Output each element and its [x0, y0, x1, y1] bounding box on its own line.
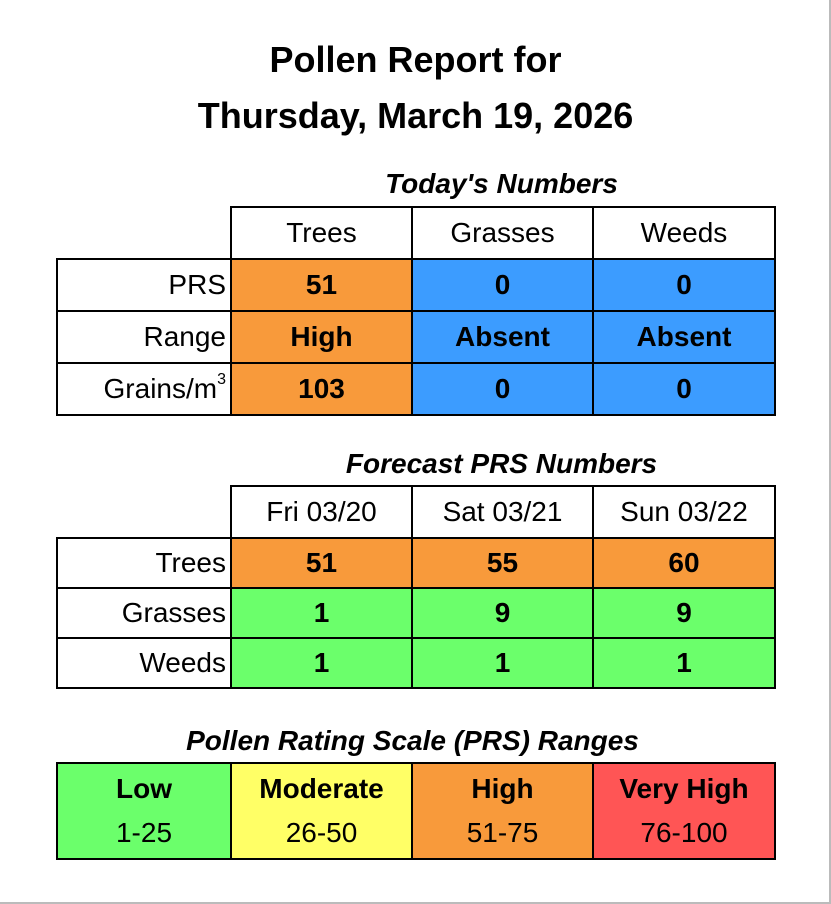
scale-label: Very High — [619, 773, 749, 804]
grains-label-superscript: 3 — [217, 371, 226, 388]
todays-numbers-title: Today's Numbers — [385, 168, 618, 199]
forecast-trees-day1: 51 — [230, 537, 413, 589]
forecast-trees-day3: 60 — [592, 537, 776, 589]
corner-cell — [57, 207, 231, 259]
col-header-day2: Sat 03/21 — [411, 485, 594, 539]
forecast-weeds-day2: 1 — [411, 637, 594, 689]
corner-cell — [57, 486, 231, 538]
forecast-title: Forecast PRS Numbers — [345, 448, 658, 479]
report-title-line2: Thursday, March 19, 2026 — [197, 95, 634, 136]
scale-level-moderate: Moderate 26-50 — [230, 762, 413, 860]
row-label-trees: Trees — [56, 537, 232, 589]
col-header-trees: Trees — [230, 206, 413, 260]
col-header-grasses: Grasses — [411, 206, 594, 260]
range-trees-value: High — [230, 310, 413, 364]
prs-scale-table: Low 1-25 Moderate 26-50 High 51-75 Very Hig… — [56, 762, 776, 860]
scale-label: Moderate — [259, 773, 384, 804]
scale-range: 1-25 — [115, 817, 173, 848]
row-label-grains: Grains/m3 — [56, 362, 232, 416]
scale-title: Pollen Rating Scale (PRS) Ranges — [186, 725, 639, 756]
forecast-trees-day2: 55 — [411, 537, 594, 589]
range-grasses-value: Absent — [411, 310, 594, 364]
grains-label-text: Grains/m — [103, 373, 218, 404]
scale-level-low: Low 1-25 — [56, 762, 232, 860]
row-label-range: Range — [56, 310, 232, 364]
forecast-table: Fri 03/20 Sat 03/21 Sun 03/22 Trees 51 5… — [56, 485, 776, 689]
scale-range: 26-50 — [285, 817, 358, 848]
report-title-line1: Pollen Report for — [269, 39, 562, 80]
table-row: Grains/m3 103 0 0 — [56, 362, 776, 416]
row-label-grasses: Grasses — [56, 587, 232, 639]
scale-level-very-high: Very High 76-100 — [592, 762, 776, 860]
col-header-day1: Fri 03/20 — [230, 485, 413, 539]
row-label-prs: PRS — [56, 258, 232, 312]
scale-range: 76-100 — [640, 817, 728, 848]
prs-trees-value: 51 — [230, 258, 413, 312]
scale-range: 51-75 — [466, 817, 539, 848]
table-row: Range High Absent Absent — [56, 310, 776, 364]
prs-weeds-value: 0 — [592, 258, 776, 312]
scale-label: High — [471, 773, 534, 804]
todays-numbers-table: Trees Grasses Weeds PRS 51 0 0 Range Hig… — [56, 206, 776, 416]
col-header-day3: Sun 03/22 — [592, 485, 776, 539]
scale-label: Low — [116, 773, 172, 804]
scale-level-high: High 51-75 — [411, 762, 594, 860]
table-row: PRS 51 0 0 — [56, 258, 776, 312]
grains-trees-value: 103 — [230, 362, 413, 416]
grains-grasses-value: 0 — [411, 362, 594, 416]
forecast-weeds-day3: 1 — [592, 637, 776, 689]
row-label-weeds: Weeds — [56, 637, 232, 689]
col-header-weeds: Weeds — [592, 206, 776, 260]
forecast-grasses-day1: 1 — [230, 587, 413, 639]
grains-weeds-value: 0 — [592, 362, 776, 416]
table-row: Grasses 1 9 9 — [56, 587, 776, 639]
prs-grasses-value: 0 — [411, 258, 594, 312]
forecast-weeds-day1: 1 — [230, 637, 413, 689]
table-row: Trees 51 55 60 — [56, 537, 776, 589]
forecast-grasses-day3: 9 — [592, 587, 776, 639]
forecast-grasses-day2: 9 — [411, 587, 594, 639]
range-weeds-value: Absent — [592, 310, 776, 364]
table-row: Weeds 1 1 1 — [56, 637, 776, 689]
